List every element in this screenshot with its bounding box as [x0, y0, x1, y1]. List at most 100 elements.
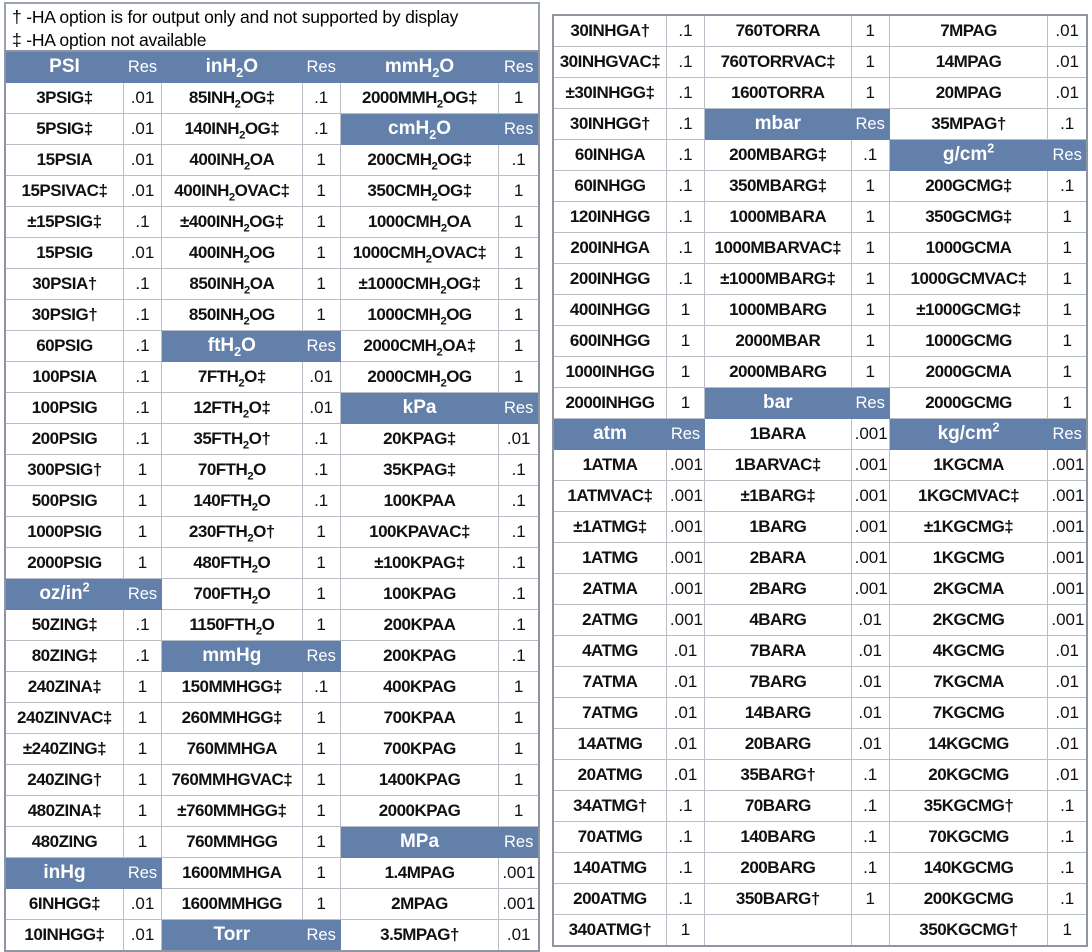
table-row: 60INHGA .1 200MBARG‡ .1 g/cm2 Res	[552, 139, 1088, 171]
resolution-cell: .01	[665, 728, 706, 760]
pressure-range-cell: 20ATMG	[552, 759, 667, 791]
pressure-range-cell: 400INH2OG	[161, 237, 303, 269]
pressure-range-cell: ±1000CMH2OG‡	[339, 268, 500, 300]
resolution-cell: 1	[498, 733, 540, 765]
pressure-range-cell: 50ZING‡	[4, 609, 124, 641]
pressure-range-cell: 1400KPAG	[339, 764, 500, 796]
resolution-cell: .001	[850, 418, 890, 450]
resolution-cell: .1	[301, 423, 341, 455]
table-row: 30INHGG† .1 mbar Res 35MPAG† .1	[552, 108, 1088, 140]
pressure-range-cell: 14ATMG	[552, 728, 667, 760]
resolution-cell: .1	[665, 108, 706, 140]
resolution-cell: .1	[1047, 108, 1088, 140]
table-row: 1000PSIG 1 230FTH2O† 1 100KPAVAC‡ .1	[4, 516, 540, 548]
unit-group-res-header: Res	[122, 578, 163, 610]
pressure-range-cell: 14KGCMG	[888, 728, 1049, 760]
resolution-cell: .1	[498, 609, 540, 641]
table-row: 10INHGG‡ .01 Torr Res 3.5MPAG† .01	[4, 919, 540, 952]
table-row: ±240ZING‡ 1 760MMHGA 1 700KPAG 1	[4, 733, 540, 765]
pressure-range-cell: 2000GCMA	[888, 356, 1049, 388]
resolution-cell: 1	[1047, 201, 1088, 233]
pressure-range-cell: 1ATMA	[552, 449, 667, 481]
pressure-range-cell: 2000CMH2OG	[339, 361, 500, 393]
pressure-range-cell: 34ATMG†	[552, 790, 667, 822]
pressure-range-cell: 850INH2OG	[161, 299, 303, 331]
table-row: 3PSIG‡ .01 85INH2OG‡ .1 2000MMH2OG‡ 1	[4, 82, 540, 114]
unit-group-header: g/cm2	[888, 139, 1049, 171]
pressure-range-cell: 4ATMG	[552, 635, 667, 667]
pressure-range-cell: 1600MMHGG	[161, 888, 303, 920]
resolution-cell: 1	[301, 237, 341, 269]
pressure-range-cell: 480ZING	[4, 826, 124, 858]
resolution-cell: .1	[498, 640, 540, 672]
resolution-cell: .1	[1047, 790, 1088, 822]
table-row: 2000PSIG 1 480FTH2O 1 ±100KPAG‡ .1	[4, 547, 540, 579]
resolution-cell: 1	[1047, 263, 1088, 295]
resolution-cell: .01	[1047, 14, 1088, 47]
table-row: oz/in2 Res 700FTH2O 1 100KPAG .1	[4, 578, 540, 610]
table-row: 200PSIG .1 35FTH2O† .1 20KPAG‡ .01	[4, 423, 540, 455]
resolution-cell: .01	[122, 175, 163, 207]
unit-group-header: kg/cm2	[888, 418, 1049, 450]
resolution-cell: .1	[498, 144, 540, 176]
pressure-range-cell: 2ATMA	[552, 573, 667, 605]
pressure-range-cell: 300PSIG†	[4, 454, 124, 486]
pressure-range-cell: 70BARG	[704, 790, 852, 822]
table-row: 4ATMG .01 7BARA .01 4KGCMG .01	[552, 635, 1088, 667]
pressure-range-cell: 200ATMG	[552, 883, 667, 915]
resolution-cell: .1	[850, 790, 890, 822]
pressure-range-cell: 140BARG	[704, 821, 852, 853]
table-row: 300PSIG† 1 70FTH2O .1 35KPAG‡ .1	[4, 454, 540, 486]
pressure-range-cell: 100PSIA	[4, 361, 124, 393]
pressure-range-cell: 2ATMG	[552, 604, 667, 636]
table-row: 70ATMG .1 140BARG .1 70KGCMG .1	[552, 821, 1088, 853]
resolution-cell: .1	[850, 759, 890, 791]
pressure-range-cell: 3.5MPAG†	[339, 919, 500, 952]
pressure-range-cell: 30INHGG†	[552, 108, 667, 140]
resolution-cell: 1	[665, 294, 706, 326]
table-row: ±1ATMG‡ .001 1BARG .001 ±1KGCMG‡ .001	[552, 511, 1088, 543]
unit-group-header: cmH2O	[339, 113, 500, 145]
pressure-range-cell: 35MPAG†	[888, 108, 1049, 140]
resolution-cell: 1	[850, 294, 890, 326]
pressure-range-cell: 100PSIG	[4, 392, 124, 424]
pressure-range-cell: 100KPAA	[339, 485, 500, 517]
pressure-range-cell: 14MPAG	[888, 46, 1049, 78]
pressure-range-cell: 35KGCMG†	[888, 790, 1049, 822]
resolution-cell: .01	[665, 759, 706, 791]
pressure-range-cell: ±1000GCMG‡	[888, 294, 1049, 326]
table-row: 120INHGG .1 1000MBARA 1 350GCMG‡ 1	[552, 201, 1088, 233]
unit-group-header: inHg	[4, 857, 124, 889]
resolution-cell: .1	[665, 821, 706, 853]
resolution-cell: .01	[122, 82, 163, 114]
pressure-range-cell: 7BARG	[704, 666, 852, 698]
pressure-range-cell: ±240ZING‡	[4, 733, 124, 765]
pressure-range-cell: 1BARG	[704, 511, 852, 543]
resolution-cell: 1	[850, 201, 890, 233]
pressure-range-cell: 200KGCMG	[888, 883, 1049, 915]
pressure-range-cell: 7FTH2O‡	[161, 361, 303, 393]
unit-group-res-header: Res	[850, 108, 890, 140]
resolution-cell: 1	[122, 516, 163, 548]
pressure-range-cell: 20MPAG	[888, 77, 1049, 109]
resolution-cell: .001	[1047, 542, 1088, 574]
resolution-cell: .001	[1047, 480, 1088, 512]
pressure-units-table-left: PSI Res inH2O Res mmH2O Res 3PSIG‡ .01 85INH2OG‡…	[4, 50, 540, 952]
resolution-cell: .1	[122, 330, 163, 362]
resolution-cell: .001	[850, 480, 890, 512]
resolution-cell: 1	[850, 356, 890, 388]
resolution-cell: .1	[122, 361, 163, 393]
resolution-cell: .1	[122, 392, 163, 424]
unit-group-res-header: Res	[498, 113, 540, 145]
unit-group-header: kPa	[339, 392, 500, 424]
resolution-cell: .1	[665, 170, 706, 202]
pressure-range-cell: 70FTH2O	[161, 454, 303, 486]
pressure-range-cell: 20BARG	[704, 728, 852, 760]
pressure-range-cell: 7MPAG	[888, 14, 1049, 47]
pressure-range-cell: 2BARA	[704, 542, 852, 574]
pressure-range-cell: 700KPAA	[339, 702, 500, 734]
pressure-range-cell: 30PSIG†	[4, 299, 124, 331]
table-row: 340ATMG† 1 350KGCMG† 1	[552, 914, 1088, 947]
resolution-cell: .1	[850, 821, 890, 853]
pressure-range-cell: 1ATMVAC‡	[552, 480, 667, 512]
